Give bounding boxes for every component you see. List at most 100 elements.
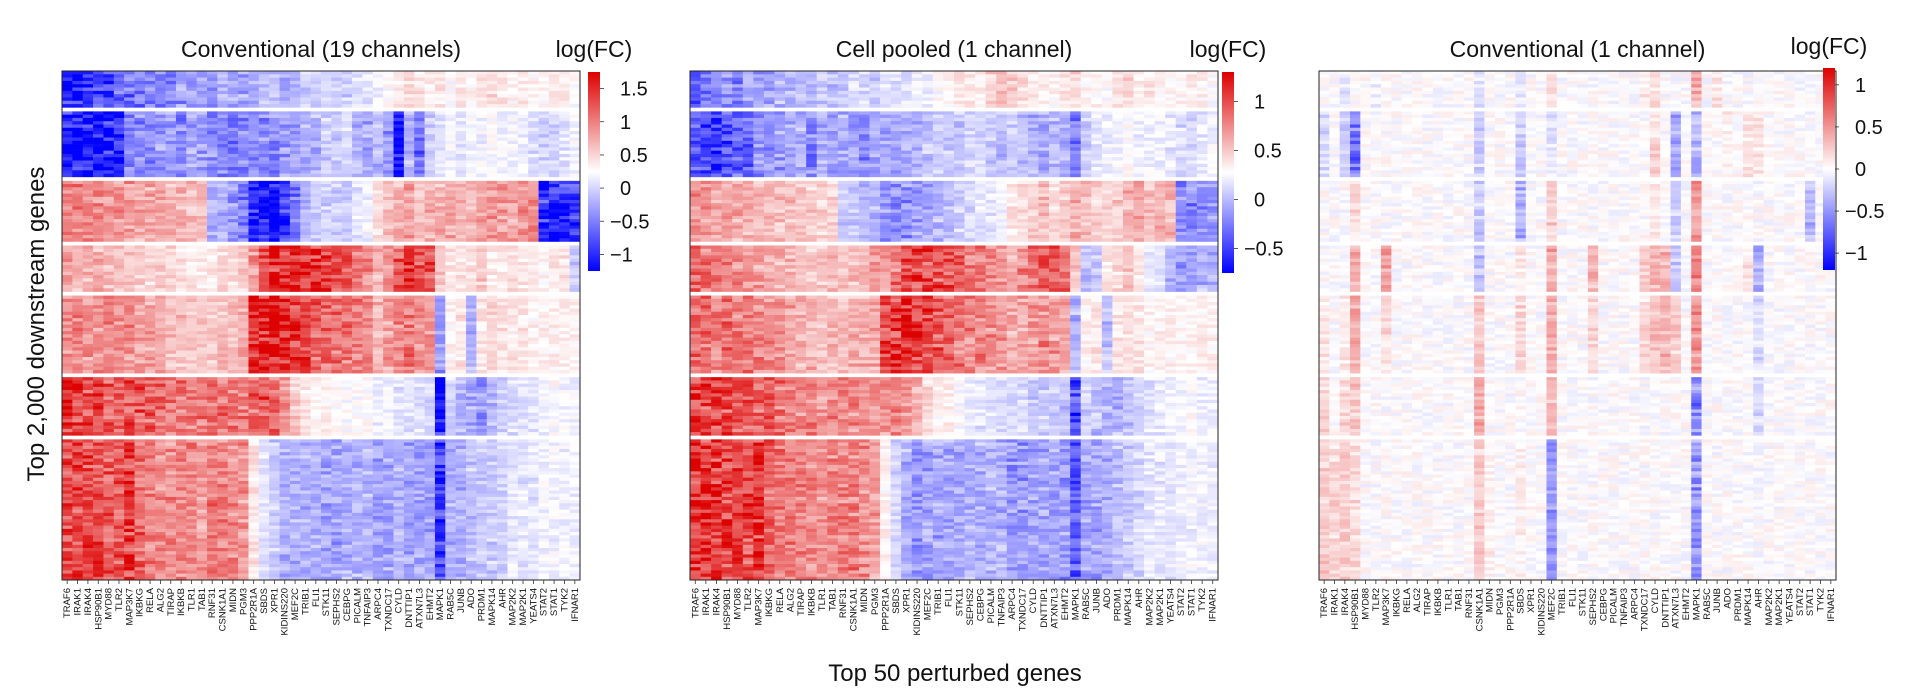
heatmap-cell	[207, 360, 218, 364]
heatmap-cell	[434, 261, 446, 266]
heatmap-cell	[414, 87, 425, 92]
heatmap-cell	[155, 206, 166, 210]
heatmap-cell	[62, 209, 73, 214]
heatmap-cell	[186, 278, 197, 282]
heatmap-cell	[144, 140, 156, 145]
heatmap-cell	[113, 363, 125, 367]
heatmap-cell	[144, 298, 156, 303]
heatmap-cell	[238, 252, 249, 256]
heatmap-cell	[175, 196, 187, 201]
heatmap-cell	[434, 100, 446, 105]
heatmap-cell	[238, 206, 249, 210]
heatmap-cell	[124, 71, 135, 75]
heatmap-cell	[434, 111, 446, 115]
heatmap-cell	[383, 419, 394, 423]
heatmap-cell	[238, 163, 249, 168]
heatmap-cell	[548, 331, 560, 335]
heatmap-cell	[434, 74, 446, 78]
heatmap-cell	[134, 386, 146, 391]
heatmap-cell	[341, 196, 353, 201]
heatmap-cell	[279, 180, 291, 185]
heatmap-cell	[93, 160, 104, 165]
heatmap-cell	[165, 104, 177, 108]
heatmap-cell	[113, 390, 125, 394]
heatmap-cell	[414, 302, 425, 306]
heatmap-cell	[528, 228, 539, 233]
heatmap-cell	[331, 403, 343, 407]
heatmap-cell	[331, 184, 343, 188]
heatmap-cell	[279, 248, 291, 253]
heatmap-cell	[155, 331, 166, 335]
heatmap-cell	[227, 248, 239, 253]
heatmap-cell	[238, 337, 249, 342]
heatmap-cell	[279, 170, 291, 174]
heatmap-cell	[144, 331, 156, 335]
heatmap-cell	[258, 432, 270, 436]
heatmap-cell	[528, 255, 539, 259]
heatmap-cell	[548, 190, 560, 194]
heatmap-cell	[569, 261, 581, 266]
heatmap-cell	[289, 206, 301, 210]
heatmap-cell	[538, 157, 550, 161]
heatmap-cell	[103, 137, 115, 142]
heatmap-cell	[331, 337, 343, 342]
heatmap-cell	[393, 157, 405, 161]
heatmap-cell	[124, 284, 135, 289]
heatmap-cell	[466, 228, 477, 233]
heatmap-cell	[455, 258, 467, 263]
heatmap-cell	[559, 321, 570, 325]
heatmap-cell	[103, 353, 115, 358]
heatmap-cell	[476, 298, 488, 303]
heatmap-cell	[124, 432, 135, 436]
heatmap-cell	[93, 432, 104, 436]
heatmap-cell	[134, 206, 146, 210]
heatmap-cell	[414, 284, 425, 289]
heatmap-cell	[300, 196, 311, 201]
heatmap-cell	[517, 238, 529, 242]
heatmap-cell	[300, 386, 311, 391]
heatmap-cell	[383, 318, 394, 322]
heatmap-cell	[134, 406, 146, 410]
heatmap-cell	[62, 219, 73, 223]
heatmap-cell	[434, 150, 446, 155]
heatmap-cell	[258, 347, 270, 351]
heatmap-cell	[569, 298, 581, 303]
heatmap-cell	[372, 340, 384, 345]
heatmap-cell	[321, 238, 332, 242]
heatmap-cell	[569, 134, 581, 138]
heatmap-cell	[269, 190, 280, 194]
heatmap-cell	[300, 412, 311, 417]
heatmap-cell	[455, 196, 467, 201]
heatmap-cell	[289, 425, 301, 430]
heatmap-cell	[424, 184, 436, 188]
heatmap-cell	[331, 206, 343, 210]
heatmap-cell	[196, 278, 208, 282]
heatmap-cell	[538, 147, 550, 151]
heatmap-cell	[393, 248, 405, 253]
heatmap-cell	[134, 432, 146, 436]
heatmap-cell	[455, 160, 467, 165]
heatmap-cell	[175, 337, 187, 342]
heatmap-cell	[279, 281, 291, 286]
heatmap-cell	[321, 117, 332, 122]
heatmap-cell	[124, 268, 135, 273]
heatmap-cell	[528, 215, 539, 220]
heatmap-cell	[134, 363, 146, 367]
heatmap-cell	[497, 298, 508, 303]
heatmap-cell	[424, 258, 436, 263]
heatmap-cell	[310, 425, 322, 430]
heatmap-cell	[103, 245, 115, 250]
heatmap-cell	[434, 199, 446, 204]
heatmap-cell	[476, 318, 488, 322]
heatmap-cell	[497, 71, 508, 75]
heatmap-cell	[341, 74, 353, 78]
heatmap-cell	[466, 74, 477, 78]
heatmap-cell	[279, 386, 291, 391]
heatmap-cell	[144, 347, 156, 351]
heatmap-cell	[124, 187, 135, 191]
heatmap-cell	[393, 124, 405, 129]
heatmap-cell	[238, 347, 249, 351]
heatmap-cell	[486, 331, 498, 335]
heatmap-cell	[372, 422, 384, 426]
heatmap-cell	[217, 360, 229, 364]
